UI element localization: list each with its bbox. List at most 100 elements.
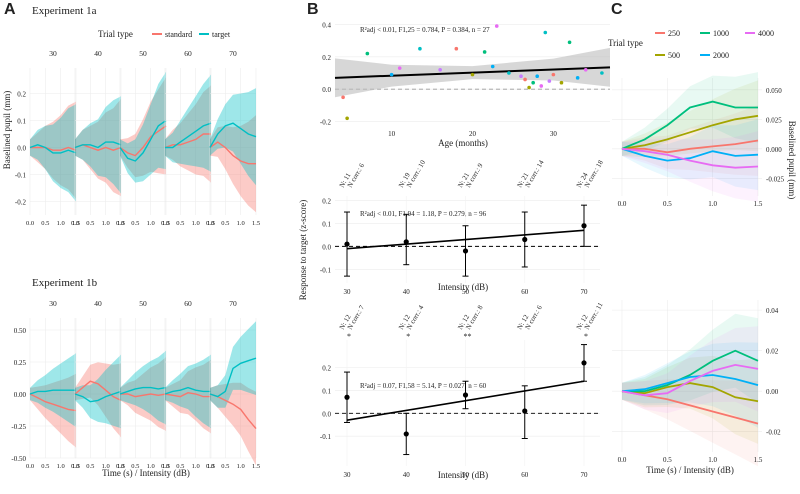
standard-line bbox=[29, 393, 77, 412]
y-tick-label: -0.2 bbox=[15, 199, 27, 207]
exp1a-facets: 0.2 0.1 0.0 -0.1 -0.2 30 0.0 0.5 1.0 1.5 40 0.0 0.5 1… bbox=[15, 49, 260, 227]
panel-c-xlabel: Time (s) / Intensity (dB) bbox=[646, 465, 734, 475]
mean-point bbox=[403, 431, 409, 437]
y-tick-label: 0.050 bbox=[766, 87, 782, 95]
data-point bbox=[551, 72, 556, 77]
panel-a-ylabel: Baselined pupil (mm) bbox=[2, 91, 12, 170]
standard-line bbox=[30, 146, 77, 151]
series-line-2000 bbox=[621, 147, 759, 162]
significance-marker: ** bbox=[464, 332, 472, 341]
series-line-2000 bbox=[621, 374, 759, 393]
x-tick-label: 0.5 bbox=[86, 463, 94, 470]
bottom-stats: R²adj = 0.07, F1,58 = 5.14, P = 0.027, n… bbox=[360, 382, 487, 390]
intensity-xlabel-top: Intensity (dB) bbox=[438, 282, 488, 292]
data-point bbox=[470, 72, 475, 77]
facet-label: 60 bbox=[184, 299, 192, 308]
y-tick-label: -0.25 bbox=[11, 423, 26, 431]
standard-line bbox=[164, 133, 211, 149]
y-tick-label: 0.2 bbox=[322, 198, 331, 206]
x-tick-label: 1.0 bbox=[57, 463, 65, 470]
x-tick-label: 1.0 bbox=[102, 220, 110, 227]
ribbon-4000 bbox=[622, 131, 758, 202]
target-ribbon bbox=[210, 88, 256, 186]
top-stats: R²adj < 0.01, F1,94 = 1.18, P = 0.279, n… bbox=[360, 210, 487, 218]
x-tick-label: 0.0 bbox=[161, 463, 169, 470]
intensity-plot-bottom: 0.20.10.0-0.130 40 50 60 70N: 12N corr.: 7*N… bbox=[320, 301, 605, 479]
data-point bbox=[490, 64, 495, 69]
mean-point bbox=[581, 223, 587, 229]
target-line bbox=[29, 389, 76, 395]
x-tick-label: 1.5 bbox=[162, 463, 170, 470]
y-tick-label: 0.50 bbox=[14, 327, 27, 335]
x-tick-label: 1.5 bbox=[72, 463, 80, 470]
ribbon-500 bbox=[622, 80, 758, 158]
standard-ribbon bbox=[120, 77, 166, 178]
frequency-plot-bottom: 0.04 0.02 0.00 -0.02 0.0 0.5 1.0 1.5 bbox=[612, 300, 781, 467]
facet-label: 70 bbox=[229, 49, 237, 58]
x-tick-label: 30 bbox=[344, 471, 352, 479]
exp1a-title: Experiment 1a bbox=[32, 5, 97, 17]
x-tick-label: 40 bbox=[403, 471, 411, 479]
legend-label-target: target bbox=[212, 30, 231, 39]
x-tick-label: 0.5 bbox=[663, 200, 672, 208]
mean-point bbox=[522, 408, 528, 414]
x-tick-label: 0.5 bbox=[131, 463, 139, 470]
legend-title: Trial type bbox=[98, 29, 133, 39]
data-point bbox=[559, 80, 564, 85]
x-tick-label: 1.5 bbox=[162, 220, 170, 227]
target-line bbox=[165, 122, 212, 149]
ribbon-4000 bbox=[622, 326, 758, 414]
y-tick-label: -0.1 bbox=[320, 433, 332, 441]
x-tick-label: 30 bbox=[550, 130, 558, 138]
ribbon-250 bbox=[622, 379, 758, 467]
x-tick-label: 0.0 bbox=[618, 200, 627, 208]
mean-point bbox=[462, 392, 469, 398]
standard-ribbon bbox=[210, 382, 256, 466]
x-tick-label: 0.0 bbox=[206, 220, 214, 227]
data-point bbox=[567, 40, 572, 45]
target-ribbon bbox=[165, 74, 211, 172]
legend-label-2000: 2000 bbox=[713, 51, 729, 60]
y-tick-label: -0.02 bbox=[766, 429, 781, 437]
x-tick-label: 0.5 bbox=[221, 463, 229, 470]
x-tick-label: 1.5 bbox=[117, 463, 125, 470]
facet-label: 30 bbox=[49, 299, 57, 308]
series-line-4000 bbox=[621, 363, 759, 397]
target-ribbon bbox=[75, 354, 121, 429]
x-tick-label: 0.0 bbox=[116, 463, 124, 470]
panel-c-ylabel: Baselined pupil (mm) bbox=[787, 121, 797, 200]
data-point bbox=[547, 79, 552, 83]
ribbon-1000 bbox=[622, 313, 758, 406]
y-tick-label: 0.2 bbox=[17, 91, 26, 99]
x-tick-label: 0.0 bbox=[26, 220, 34, 227]
y-tick-label: 0.25 bbox=[14, 359, 27, 367]
x-tick-label: 0.0 bbox=[116, 220, 124, 227]
regression-line bbox=[334, 66, 611, 79]
data-point bbox=[600, 71, 604, 75]
target-line bbox=[74, 141, 122, 149]
data-point bbox=[543, 30, 548, 35]
ribbon-2000 bbox=[622, 119, 758, 191]
facet-label: 30 bbox=[49, 49, 57, 58]
significance-marker: * bbox=[584, 332, 588, 341]
legend-label-500: 500 bbox=[668, 51, 680, 60]
y-tick-label: 0.0 bbox=[322, 86, 331, 94]
series-line-1000 bbox=[622, 349, 759, 393]
legend-title-c: Trial type bbox=[608, 38, 643, 48]
mean-point bbox=[462, 248, 469, 254]
standard-line bbox=[74, 380, 122, 402]
ribbon-2000 bbox=[622, 342, 758, 428]
x-tick-label: 1.5 bbox=[117, 220, 125, 227]
ribbon-1000 bbox=[622, 72, 758, 156]
age-scatter-plot: 0.4 0.2 0.0 -0.2 10 20 30 bbox=[320, 21, 611, 138]
target-line bbox=[74, 390, 122, 403]
x-tick-label: 1.0 bbox=[57, 220, 65, 227]
y-tick-label: 0.4 bbox=[322, 21, 331, 29]
intensity-xlabel-bottom: Intensity (dB) bbox=[438, 470, 488, 480]
age-stats: R²adj < 0.01, F1,25 = 0.784, P = 0.384, … bbox=[360, 26, 490, 34]
data-point bbox=[531, 80, 535, 85]
x-tick-label: 0.0 bbox=[71, 220, 79, 227]
x-tick-label: 20 bbox=[469, 130, 477, 138]
data-point bbox=[519, 74, 523, 79]
